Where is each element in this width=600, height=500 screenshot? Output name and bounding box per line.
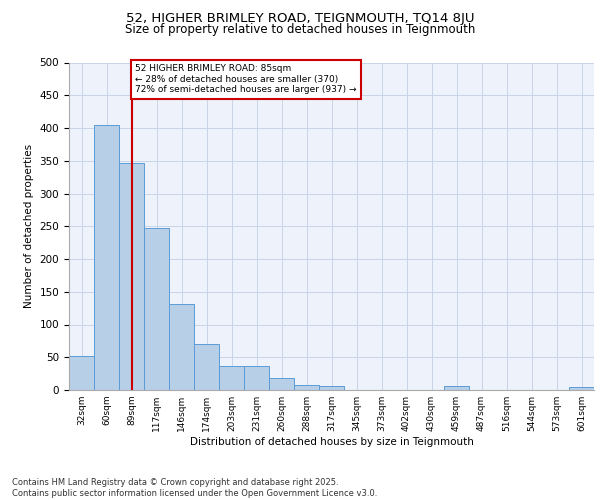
Bar [194, 344, 219, 390]
Bar [569, 388, 594, 390]
Text: 52, HIGHER BRIMLEY ROAD, TEIGNMOUTH, TQ14 8JU: 52, HIGHER BRIMLEY ROAD, TEIGNMOUTH, TQ1… [126, 12, 474, 25]
Bar [269, 378, 294, 390]
Bar [244, 366, 269, 390]
Text: Contains HM Land Registry data © Crown copyright and database right 2025.
Contai: Contains HM Land Registry data © Crown c… [12, 478, 377, 498]
Bar [119, 164, 144, 390]
Bar [144, 228, 169, 390]
Bar [94, 124, 119, 390]
Y-axis label: Number of detached properties: Number of detached properties [24, 144, 34, 308]
Bar [294, 386, 319, 390]
Bar [319, 386, 344, 390]
Bar [169, 304, 194, 390]
Text: 52 HIGHER BRIMLEY ROAD: 85sqm
← 28% of detached houses are smaller (370)
72% of : 52 HIGHER BRIMLEY ROAD: 85sqm ← 28% of d… [135, 64, 357, 94]
X-axis label: Distribution of detached houses by size in Teignmouth: Distribution of detached houses by size … [190, 437, 473, 447]
Text: Size of property relative to detached houses in Teignmouth: Size of property relative to detached ho… [125, 22, 475, 36]
Bar [69, 356, 94, 390]
Bar [219, 366, 244, 390]
Bar [444, 386, 469, 390]
